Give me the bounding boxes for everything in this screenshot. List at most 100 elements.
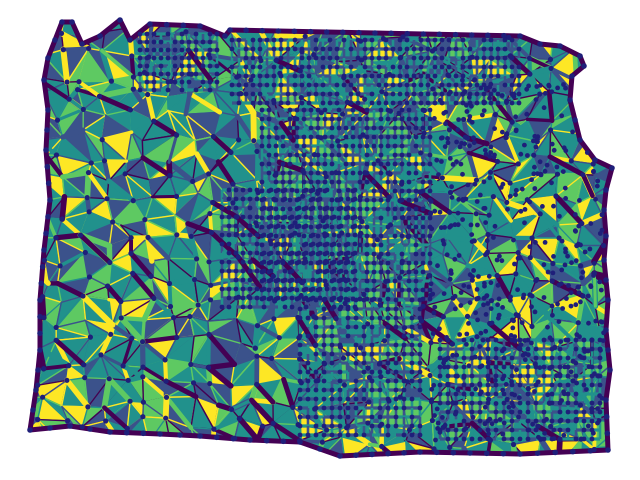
mesh-edge [599,90,612,113]
mesh-triangle [30,153,49,175]
mesh-edge [167,281,173,309]
mesh-edge [17,298,27,323]
mesh-edge [25,343,26,357]
mesh-triangle [30,113,41,142]
mesh-triangle [582,109,593,135]
mesh-triangle [30,113,43,143]
mesh-edge [30,170,39,175]
mesh-edge [37,111,44,143]
mesh-edge [60,46,71,86]
mesh-triangle [78,20,109,34]
mesh-triangle [30,170,46,202]
mesh-edge [471,210,480,244]
mesh-triangle [30,27,45,62]
mesh-triangle [590,114,612,135]
mesh-edge [589,78,612,101]
mesh-edge [546,89,555,124]
mesh-triangle [575,79,603,93]
mesh-triangle [575,96,599,117]
mesh-edge [485,359,517,368]
mesh-edge [141,439,152,456]
mesh-triangle [30,196,46,220]
mesh-edge [30,171,46,203]
mesh-triangle [507,20,538,39]
mesh-triangle [30,234,47,262]
mesh-edge [78,20,88,41]
mesh-triangle [599,20,612,39]
mesh-triangle [30,91,45,116]
mesh-edge [40,294,47,321]
mesh-triangle [553,20,583,30]
mesh-edge [443,13,475,15]
mesh-triangle [359,20,385,42]
mesh-edge [30,111,44,119]
mesh-triangle [536,20,556,30]
mesh-edge [30,112,43,144]
mesh-edge [30,95,44,117]
mesh-triangle [30,436,50,456]
mesh-edge [106,439,130,456]
mesh-triangle [341,20,363,32]
mesh-edge [59,193,68,222]
mesh-triangle [55,445,88,456]
mesh-triangle [30,96,44,117]
mesh-triangle [30,74,45,94]
mesh-edge [39,90,47,117]
mesh-edge [166,276,198,287]
mesh-edge [257,16,279,17]
mesh-edge [598,26,612,65]
mesh-triangle [84,445,113,456]
mesh-triangle [211,444,235,456]
mesh-triangle [575,20,607,39]
mesh-triangle [574,20,608,40]
mesh-edge [552,26,579,40]
mesh-edge [297,20,325,22]
mesh-triangle [30,73,46,99]
mesh-edge [61,46,91,52]
mesh-edge [30,20,46,23]
mesh-edge [281,445,303,456]
mesh-triangle [211,437,236,456]
mesh-edge [252,322,261,352]
mesh-triangle [598,49,612,79]
mesh-edge [21,137,26,154]
mesh-triangle [591,77,612,94]
mesh-triangle [143,440,178,456]
mesh-triangle [189,444,218,456]
mesh-edge [167,302,202,310]
mesh-triangle [599,20,612,32]
mesh-edge [594,89,605,119]
mesh-triangle [30,54,44,77]
mesh-triangle [30,20,44,31]
mesh-triangle [574,91,603,117]
mesh-triangle [600,76,612,99]
mesh-triangle [56,446,86,456]
mesh-edge [30,416,41,425]
mesh-edge [254,436,284,456]
mesh-edge [404,20,437,23]
mesh-edge [595,113,612,134]
mesh-triangle [107,439,130,456]
mesh-triangle [30,139,48,157]
mesh-edge [598,26,612,40]
mesh-edge [17,422,19,438]
mesh-triangle [30,171,45,202]
mesh-triangle [30,216,42,239]
mesh-triangle [46,443,71,456]
mesh-edge [117,439,131,456]
mesh-edge [84,169,92,201]
mesh-triangle [424,20,457,32]
mesh-triangle [30,235,46,263]
mesh-triangle [174,442,199,456]
mesh-edge [596,26,604,54]
mesh-triangle [168,438,199,456]
mesh-edge [44,441,61,456]
mesh-edge [255,437,264,456]
mesh-edge [592,271,597,308]
mesh-triangle [30,54,45,78]
mesh-triangle [573,28,602,50]
mesh-edge [20,277,26,298]
mesh-triangle [278,438,301,456]
mesh-edge [209,443,219,456]
